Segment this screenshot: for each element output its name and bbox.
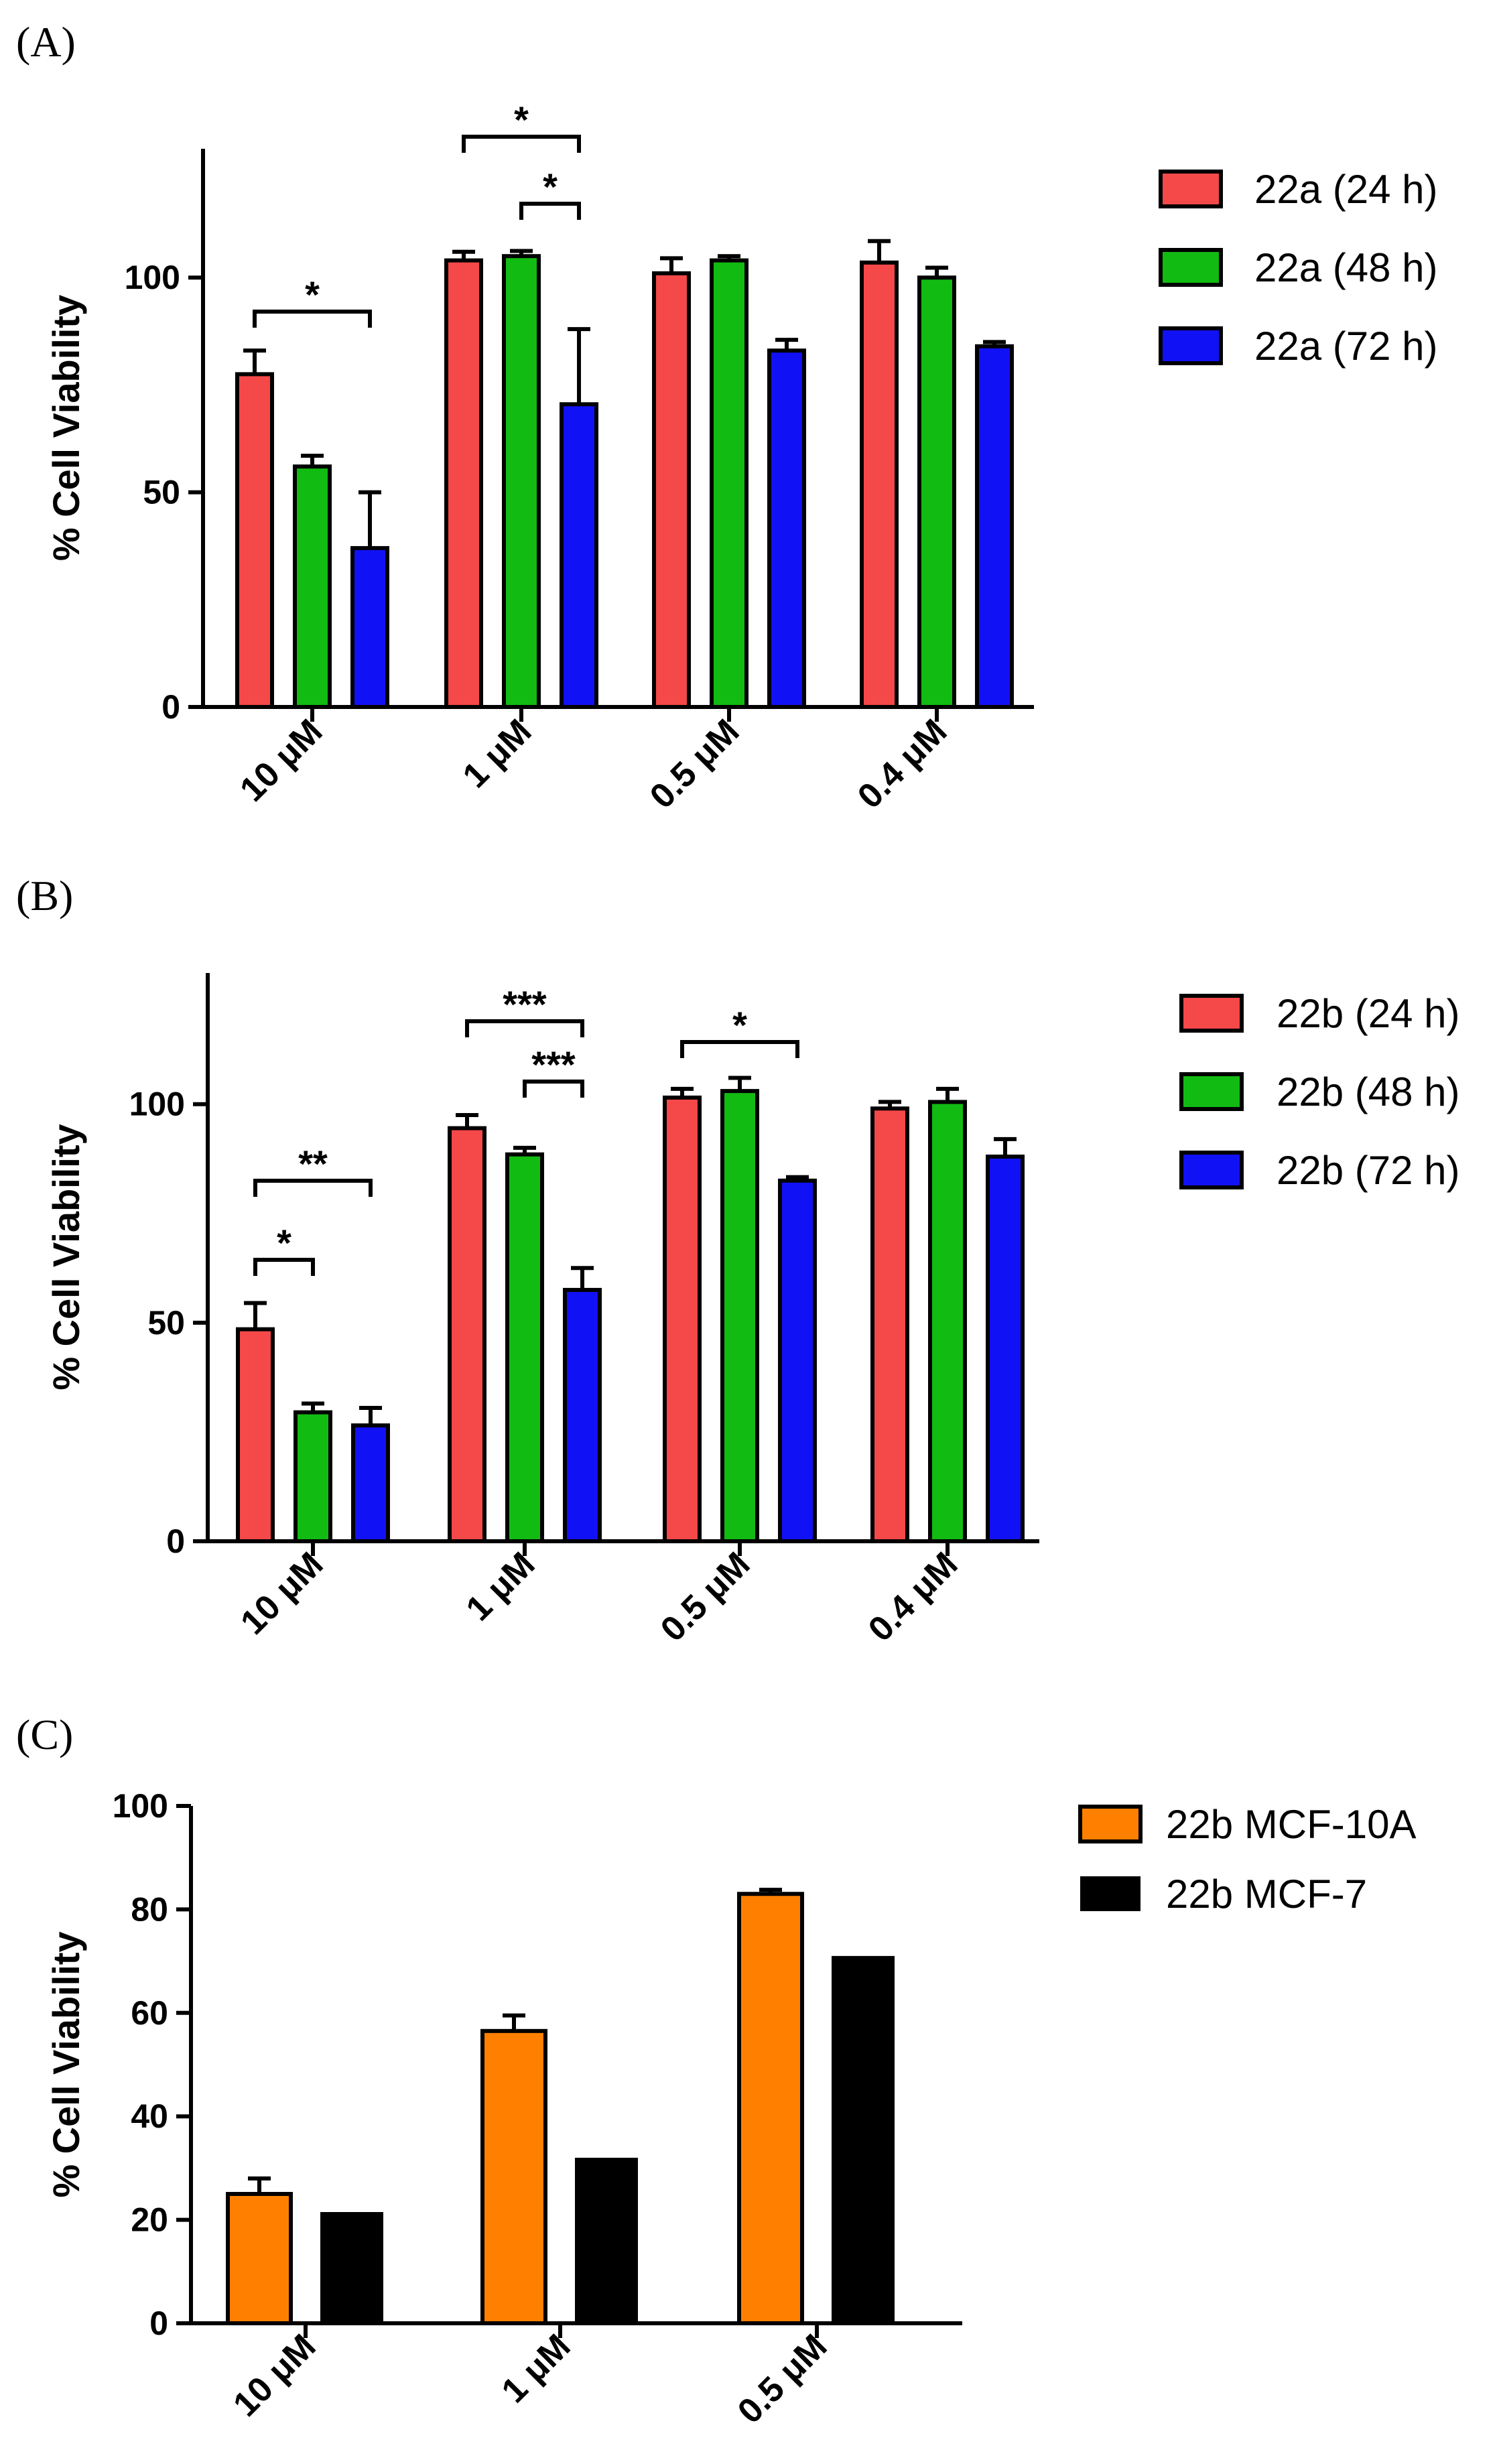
y-tick-label: 50 — [143, 474, 180, 511]
bar — [560, 402, 598, 709]
x-tick-label: 0.5 μM — [653, 1545, 757, 1648]
legend-swatch — [1179, 1151, 1244, 1189]
legend-label: 22a (24 h) — [1254, 167, 1438, 212]
bar — [975, 344, 1014, 709]
y-tick-label: 0 — [161, 688, 180, 726]
significance-label: * — [277, 1222, 291, 1264]
significance-bracket — [523, 1080, 584, 1098]
bar — [294, 1410, 332, 1544]
y-axis-title: % Cell Viability — [45, 1124, 87, 1390]
bar — [226, 2192, 293, 2325]
bar — [444, 258, 483, 710]
panel-a: (A) 0 50 100 % Cell Viability 10 μM 1 μM 0.5 μ… — [16, 18, 1438, 816]
bar — [832, 1955, 895, 2323]
y-tick-label: 80 — [131, 1890, 168, 1928]
x-tick-label: 1 μM — [495, 2327, 578, 2410]
bar — [928, 1100, 967, 1543]
bar — [778, 1178, 817, 1544]
y-tick-label: 100 — [129, 1086, 185, 1123]
significance-label: *** — [531, 1043, 576, 1086]
legend-swatch — [1080, 1876, 1140, 1911]
x-tick-label: 0.4 μM — [850, 712, 954, 816]
bar — [652, 271, 691, 710]
bar — [737, 1892, 804, 2325]
significance-bracket — [680, 1040, 799, 1058]
y-tick-label: 100 — [125, 259, 180, 296]
y-tick-label: 60 — [131, 1994, 168, 2032]
x-tick-label: 0.4 μM — [861, 1545, 965, 1648]
x-tick-label: 0.5 μM — [730, 2327, 834, 2430]
legend-label: 22b (72 h) — [1277, 1148, 1460, 1193]
legend-label: 22a (48 h) — [1254, 245, 1438, 290]
panel-letter-a: (A) — [16, 18, 76, 66]
x-tick-label: 10 μM — [233, 712, 330, 809]
bar — [351, 1423, 390, 1543]
y-tick-label: 50 — [147, 1304, 185, 1342]
bar — [917, 275, 956, 709]
legend-label: 22a (72 h) — [1254, 324, 1438, 369]
y-axis-title: % Cell Viability — [45, 295, 87, 561]
panel-c: (C) 0 20 40 60 80 100 % Cell Viability 10 μM 1 μ… — [16, 1711, 1416, 2431]
legend-label: 22b MCF-10A — [1166, 1802, 1416, 1847]
x-tick-label: 1 μM — [456, 712, 539, 795]
bar — [767, 348, 806, 709]
bar — [480, 2028, 547, 2326]
significance-bracket — [253, 1258, 315, 1276]
legend-swatch — [1179, 994, 1244, 1033]
significance-bracket — [253, 1179, 373, 1197]
significance-label: ** — [298, 1143, 328, 1185]
legend-label: 22b (24 h) — [1277, 991, 1460, 1036]
y-tick-label: 0 — [149, 2305, 168, 2342]
bar — [505, 1152, 544, 1543]
legend-swatch — [1159, 170, 1223, 208]
significance-bracket — [519, 202, 581, 220]
bar — [293, 464, 332, 710]
bar — [502, 254, 541, 709]
significance-bracket — [253, 310, 372, 328]
significance-label: * — [514, 99, 529, 141]
y-tick-label: 20 — [131, 2201, 168, 2239]
bar — [860, 260, 899, 709]
bar — [575, 2157, 638, 2323]
y-tick-label: 100 — [113, 1787, 168, 1825]
y-axis-title: % Cell Viability — [45, 1931, 87, 2197]
legend-swatch — [1078, 1805, 1143, 1843]
legend-swatch — [1159, 326, 1223, 365]
significance-bracket — [462, 135, 581, 153]
x-tick-label: 10 μM — [226, 2327, 323, 2424]
panel-letter-c: (C) — [16, 1711, 73, 1758]
bar — [235, 372, 274, 710]
bar — [448, 1126, 486, 1543]
legend-label: 22b MCF-7 — [1166, 1872, 1367, 1917]
y-tick-label: 0 — [166, 1522, 185, 1560]
bar — [720, 1089, 759, 1543]
bar — [663, 1095, 702, 1543]
panel-letter-b: (B) — [16, 872, 73, 919]
y-tick-label: 40 — [131, 2097, 168, 2135]
x-tick-label: 1 μM — [459, 1545, 543, 1628]
bar — [986, 1154, 1025, 1543]
significance-label: *** — [503, 983, 547, 1025]
bar — [563, 1287, 602, 1544]
significance-label: * — [732, 1004, 747, 1046]
significance-bracket — [465, 1019, 584, 1037]
legend-swatch — [1179, 1072, 1244, 1111]
bar — [350, 545, 389, 710]
significance-label: * — [543, 166, 558, 208]
x-tick-label: 10 μM — [233, 1545, 330, 1642]
bar — [870, 1106, 909, 1543]
bar — [710, 258, 748, 710]
bar — [236, 1327, 275, 1543]
bar — [320, 2212, 383, 2323]
x-tick-label: 0.5 μM — [643, 712, 746, 816]
significance-label: * — [305, 273, 320, 316]
panel-b: (B) 0 50 100 % Cell Viability 10 μM 1 μM 0.5 μ… — [16, 872, 1460, 1649]
legend-swatch — [1159, 248, 1223, 287]
legend-label: 22b (48 h) — [1277, 1069, 1460, 1114]
